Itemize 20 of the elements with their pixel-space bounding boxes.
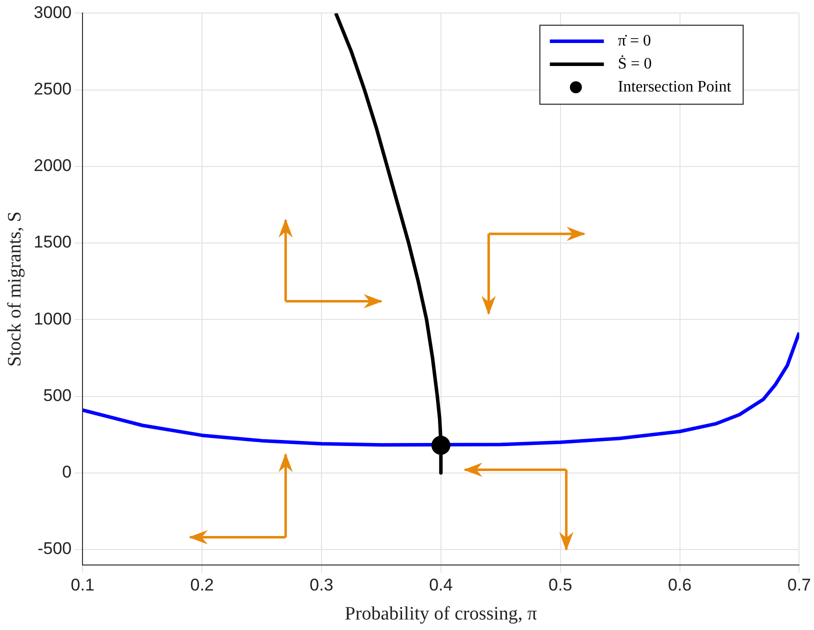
y-tick-label: 0	[62, 462, 72, 482]
x-tick-label: 0.5	[548, 576, 572, 595]
x-tick-label: 0.1	[70, 576, 94, 595]
x-tick-label: 0.3	[310, 576, 334, 595]
y-axis-title: Stock of migrants, S	[4, 211, 26, 367]
legend-label: π̇ = 0	[618, 32, 651, 50]
y-tick-label: 2500	[34, 80, 72, 98]
x-tick-label: 0.4	[429, 576, 453, 595]
y-tick-label: -500	[38, 539, 72, 558]
x-axis-title: Probability of crossing, π	[344, 604, 538, 625]
legend-label: Intersection Point	[618, 78, 732, 96]
x-tick-label: 0.2	[190, 576, 214, 595]
y-tick-label: 2000	[34, 156, 72, 176]
x-tick-label: 0.6	[668, 576, 692, 595]
legend-label: Ṡ = 0	[618, 54, 652, 72]
x-tick-label: 0.7	[787, 576, 812, 595]
y-tick-label: 500	[43, 386, 72, 405]
y-tick-label: 1500	[34, 232, 72, 252]
y-tick-label: 3000	[34, 2, 72, 22]
y-tick-label: 1000	[34, 309, 72, 328]
